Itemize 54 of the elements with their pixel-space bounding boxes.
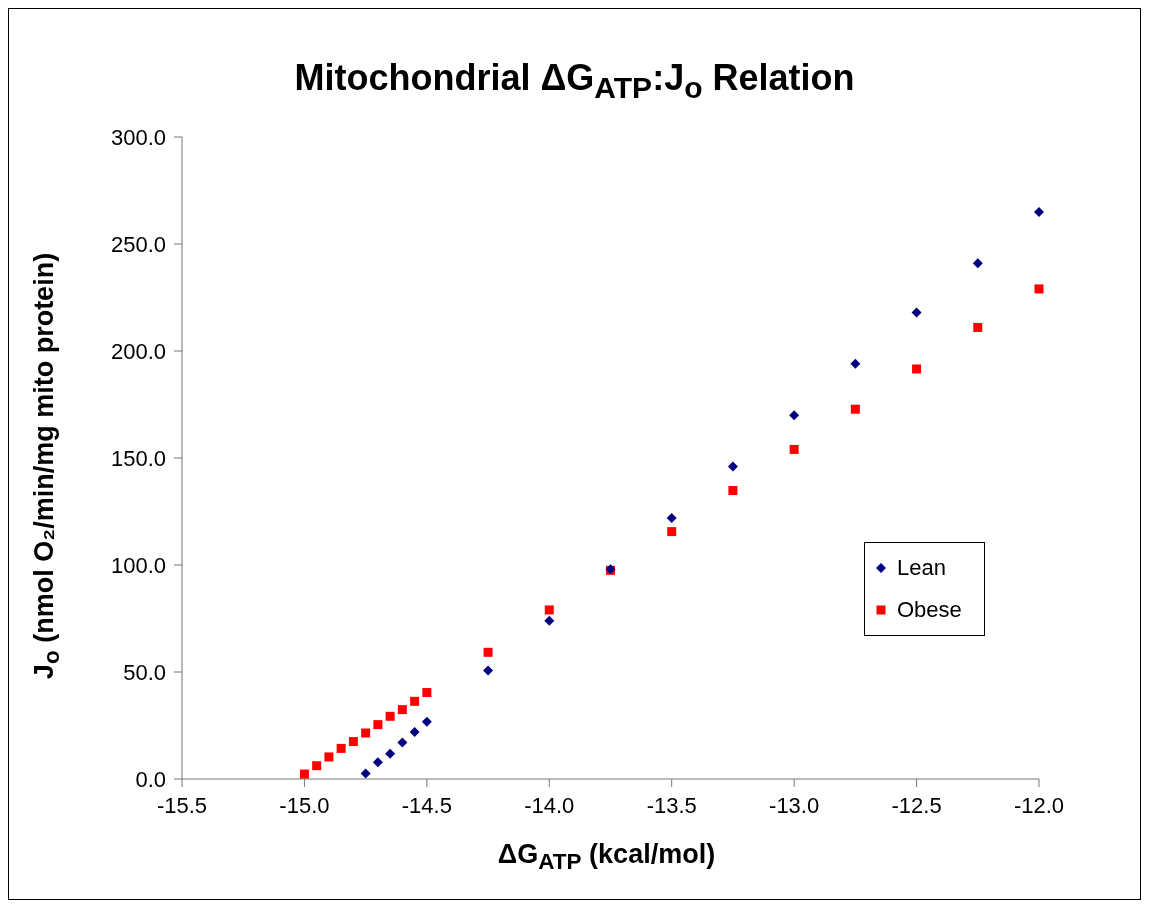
point	[789, 410, 800, 421]
chart-title: Mitochondrial ΔG$_{ATP}$:J$_{o}$ Relation	[293, 57, 856, 106]
x-tick-label: -12.0	[1013, 792, 1065, 818]
x-tick-label: -15.0	[279, 792, 330, 818]
y-tick-label: 0.0	[135, 766, 166, 792]
point	[397, 705, 407, 715]
point	[422, 688, 432, 698]
point	[727, 461, 738, 472]
point	[348, 737, 358, 747]
point	[1034, 206, 1044, 217]
point	[850, 358, 861, 369]
point	[361, 728, 371, 738]
x-tick-label: -12.5	[891, 792, 942, 818]
y-tick-label: 200.0	[110, 338, 166, 364]
y-tick-label: 250.0	[110, 231, 166, 257]
point	[409, 726, 420, 737]
point	[312, 761, 322, 771]
point	[397, 737, 408, 748]
point	[912, 364, 922, 374]
point	[372, 757, 383, 768]
legend-label: Lean	[897, 554, 946, 582]
point	[385, 711, 395, 721]
point	[360, 768, 371, 779]
legend-label: Obese	[897, 596, 962, 624]
point	[483, 665, 494, 676]
point	[850, 404, 860, 414]
point	[373, 720, 383, 730]
point	[973, 322, 983, 332]
point	[667, 527, 677, 537]
point	[544, 615, 555, 626]
point	[544, 605, 554, 615]
point	[972, 258, 983, 269]
x-axis-title: ΔG$_{ATP}$ (kcal/mol)	[496, 838, 717, 876]
point	[666, 512, 677, 523]
x-tick-label: -14.5	[401, 792, 452, 818]
x-tick-label: -14.0	[524, 792, 575, 818]
point	[911, 307, 922, 318]
point	[385, 748, 396, 759]
y-tick-label: 50.0	[123, 659, 166, 685]
point	[299, 769, 309, 779]
point	[728, 486, 738, 496]
point	[421, 716, 432, 727]
x-tick-label: -15.5	[156, 792, 208, 818]
y-tick-label: 150.0	[110, 445, 166, 471]
y-tick-label: 300.0	[110, 124, 166, 150]
y-tick-label: 100.0	[110, 552, 166, 578]
point	[336, 743, 346, 753]
point	[789, 444, 799, 454]
point	[1034, 284, 1044, 294]
point	[324, 752, 334, 762]
point	[483, 647, 493, 657]
x-tick-label: -13.5	[646, 792, 697, 818]
x-tick-label: -13.0	[769, 792, 820, 818]
point	[410, 696, 420, 706]
